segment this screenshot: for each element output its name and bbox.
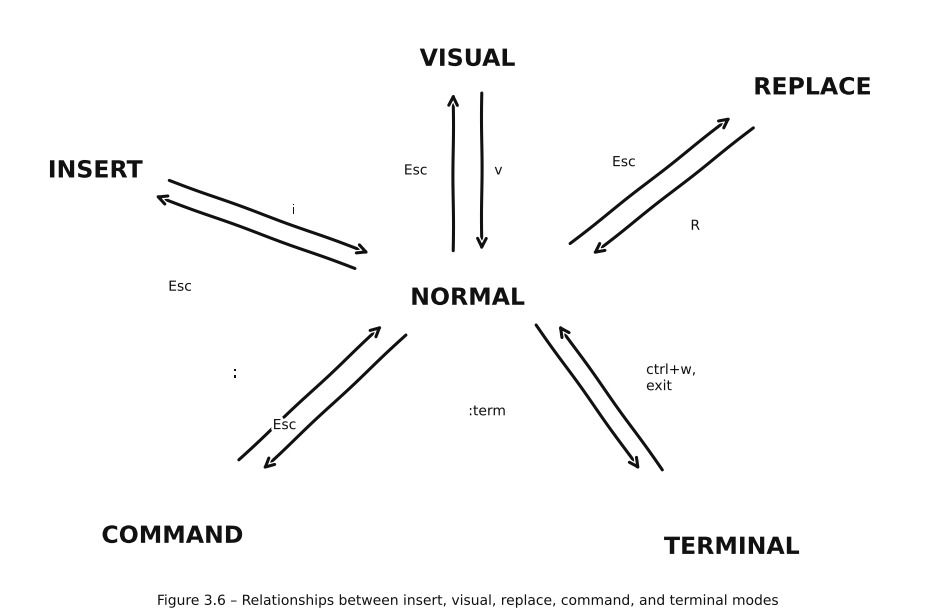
Text: Esc: Esc (612, 155, 636, 169)
Text: REPLACE: REPLACE (754, 76, 871, 99)
Text: COMMAND: COMMAND (101, 524, 243, 548)
Text: v: v (495, 163, 502, 177)
Text: Esc: Esc (404, 163, 427, 177)
Text: :: : (233, 363, 238, 381)
Text: INSERT: INSERT (48, 158, 143, 182)
Text: TERMINAL: TERMINAL (664, 535, 799, 559)
Text: Esc: Esc (273, 418, 296, 432)
Text: VISUAL: VISUAL (420, 47, 515, 71)
Text: R: R (690, 219, 700, 233)
Text: ctrl+w,
exit: ctrl+w, exit (646, 363, 697, 393)
Text: Figure 3.6 – Relationships between insert, visual, replace, command, and termina: Figure 3.6 – Relationships between inser… (157, 594, 778, 608)
Text: NORMAL: NORMAL (410, 286, 525, 310)
Text: :term: :term (468, 404, 506, 418)
Text: Esc: Esc (168, 280, 192, 293)
Text: i: i (292, 203, 295, 217)
